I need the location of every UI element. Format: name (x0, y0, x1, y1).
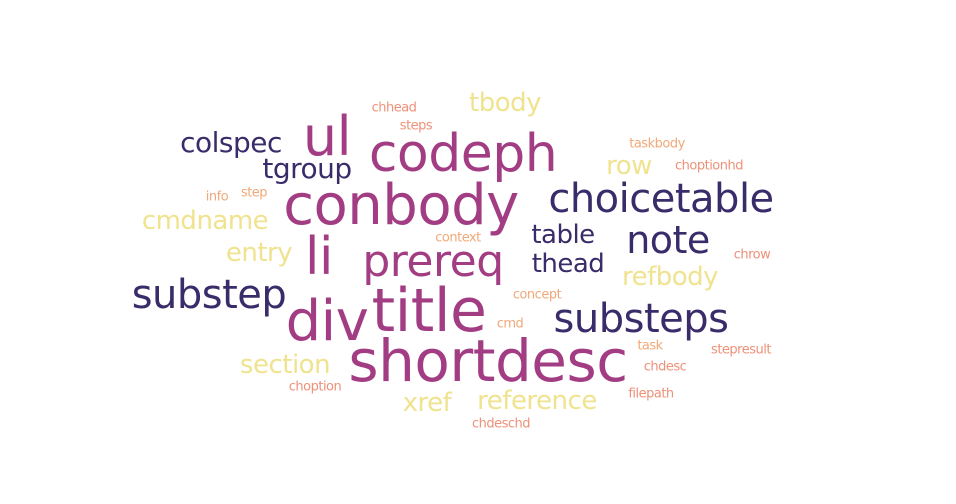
word-tgroup: tgroup (262, 152, 352, 185)
word-cmdname: cmdname (141, 206, 269, 236)
word-chdesc: chdesc (643, 359, 687, 375)
word-title: title (371, 276, 487, 346)
word-codeph: codeph (368, 124, 558, 184)
word-steps: steps (399, 118, 433, 134)
word-stepresult: stepresult (711, 342, 771, 358)
word-prereq: prereq (362, 236, 504, 287)
word-reference: reference (477, 386, 597, 416)
word-note: note (626, 218, 710, 262)
word-choption: choption (288, 379, 342, 395)
word-table: table (531, 220, 595, 250)
word-info: info (205, 189, 229, 205)
word-step: step (240, 185, 268, 201)
word-substeps: substeps (553, 296, 729, 342)
word-shortdesc: shortdesc (348, 327, 628, 395)
word-concept: concept (512, 287, 562, 303)
word-cmd: cmd (496, 316, 524, 332)
word-thead: thead (531, 249, 605, 279)
word-choicetable: choicetable (548, 176, 774, 222)
word-tbody: tbody (469, 88, 542, 118)
word-taskbody: taskbody (629, 136, 685, 152)
word-task: task (637, 338, 663, 354)
word-refbody: refbody (621, 262, 719, 292)
word-substep: substep (131, 272, 287, 318)
word-ul: ul (302, 105, 352, 168)
word-filepath: filepath (628, 386, 674, 402)
word-xref: xref (402, 388, 452, 418)
word-conbody: conbody (283, 173, 519, 238)
word-colspec: colspec (180, 126, 282, 159)
word-li: li (305, 227, 333, 287)
word-section: section (239, 350, 331, 380)
word-chrow: chrow (733, 247, 771, 263)
word-choptionhd: choptionhd (675, 158, 744, 174)
word-chdeschd: chdeschd (471, 416, 531, 432)
word-chhead: chhead (371, 100, 417, 116)
word-div: div (285, 289, 369, 354)
word-context: context (435, 230, 481, 246)
word-row: row (606, 151, 652, 181)
word-entry: entry (225, 238, 293, 268)
